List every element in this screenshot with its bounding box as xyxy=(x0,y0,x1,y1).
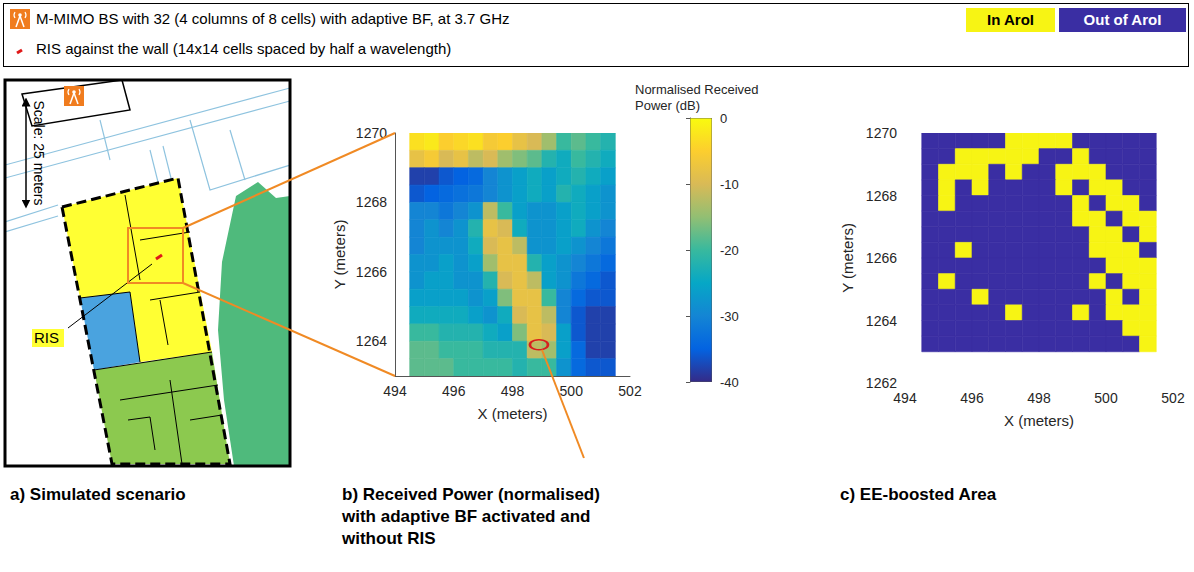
svg-text:496: 496 xyxy=(960,390,984,406)
svg-text:1268: 1268 xyxy=(866,188,897,204)
html-text:Out of AroI: Out of AroI xyxy=(1083,11,1162,28)
svg-text:Power (dB): Power (dB) xyxy=(635,98,700,113)
svg-text:1262: 1262 xyxy=(866,375,897,391)
svg-text:-10: -10 xyxy=(720,177,739,192)
svg-text:0: 0 xyxy=(720,111,727,126)
svg-text:1270: 1270 xyxy=(356,125,387,141)
svg-text:500: 500 xyxy=(560,383,584,399)
html-text:c) EE-boosted Area: c) EE-boosted Area xyxy=(840,485,997,504)
svg-text:-20: -20 xyxy=(720,243,739,258)
svg-text:498: 498 xyxy=(1027,390,1051,406)
svg-text:Y (meters): Y (meters) xyxy=(331,220,348,290)
svg-text:Y (meters): Y (meters) xyxy=(839,223,856,293)
html-text:RIS against the wall (14x14 ce: RIS against the wall (14x14 cells spaced… xyxy=(36,40,452,57)
svg-text:1268: 1268 xyxy=(356,194,387,210)
svg-text:496: 496 xyxy=(442,383,466,399)
svg-text:X (meters): X (meters) xyxy=(477,405,547,422)
svg-text:-40: -40 xyxy=(720,375,739,390)
svg-text:1264: 1264 xyxy=(866,313,897,329)
svg-text:1266: 1266 xyxy=(866,250,897,266)
svg-text:494: 494 xyxy=(383,383,407,399)
svg-text:Normalised Received: Normalised Received xyxy=(635,82,762,97)
svg-text:494: 494 xyxy=(893,390,917,406)
svg-text:1270: 1270 xyxy=(866,125,897,141)
svg-text:500: 500 xyxy=(1094,390,1118,406)
svg-text:502: 502 xyxy=(618,383,642,399)
svg-text:1264: 1264 xyxy=(356,333,387,349)
svg-text:-30: -30 xyxy=(720,309,739,324)
html-text:M-MIMO BS with 32 (4 columns o: M-MIMO BS with 32 (4 columns of 8 cells)… xyxy=(36,10,510,27)
html-text:In AroI: In AroI xyxy=(987,11,1034,28)
svg-text:X (meters): X (meters) xyxy=(1004,412,1074,429)
html-text:a) Simulated scenario: a) Simulated scenario xyxy=(10,485,186,504)
svg-text:RIS: RIS xyxy=(34,329,59,346)
html-text:b) Received Power (normalised): b) Received Power (normalised) with adap… xyxy=(342,485,600,548)
svg-text:502: 502 xyxy=(1161,390,1185,406)
svg-text:1266: 1266 xyxy=(356,264,387,280)
svg-text:Scale: 25 meters: Scale: 25 meters xyxy=(31,100,47,205)
svg-text:498: 498 xyxy=(501,383,525,399)
